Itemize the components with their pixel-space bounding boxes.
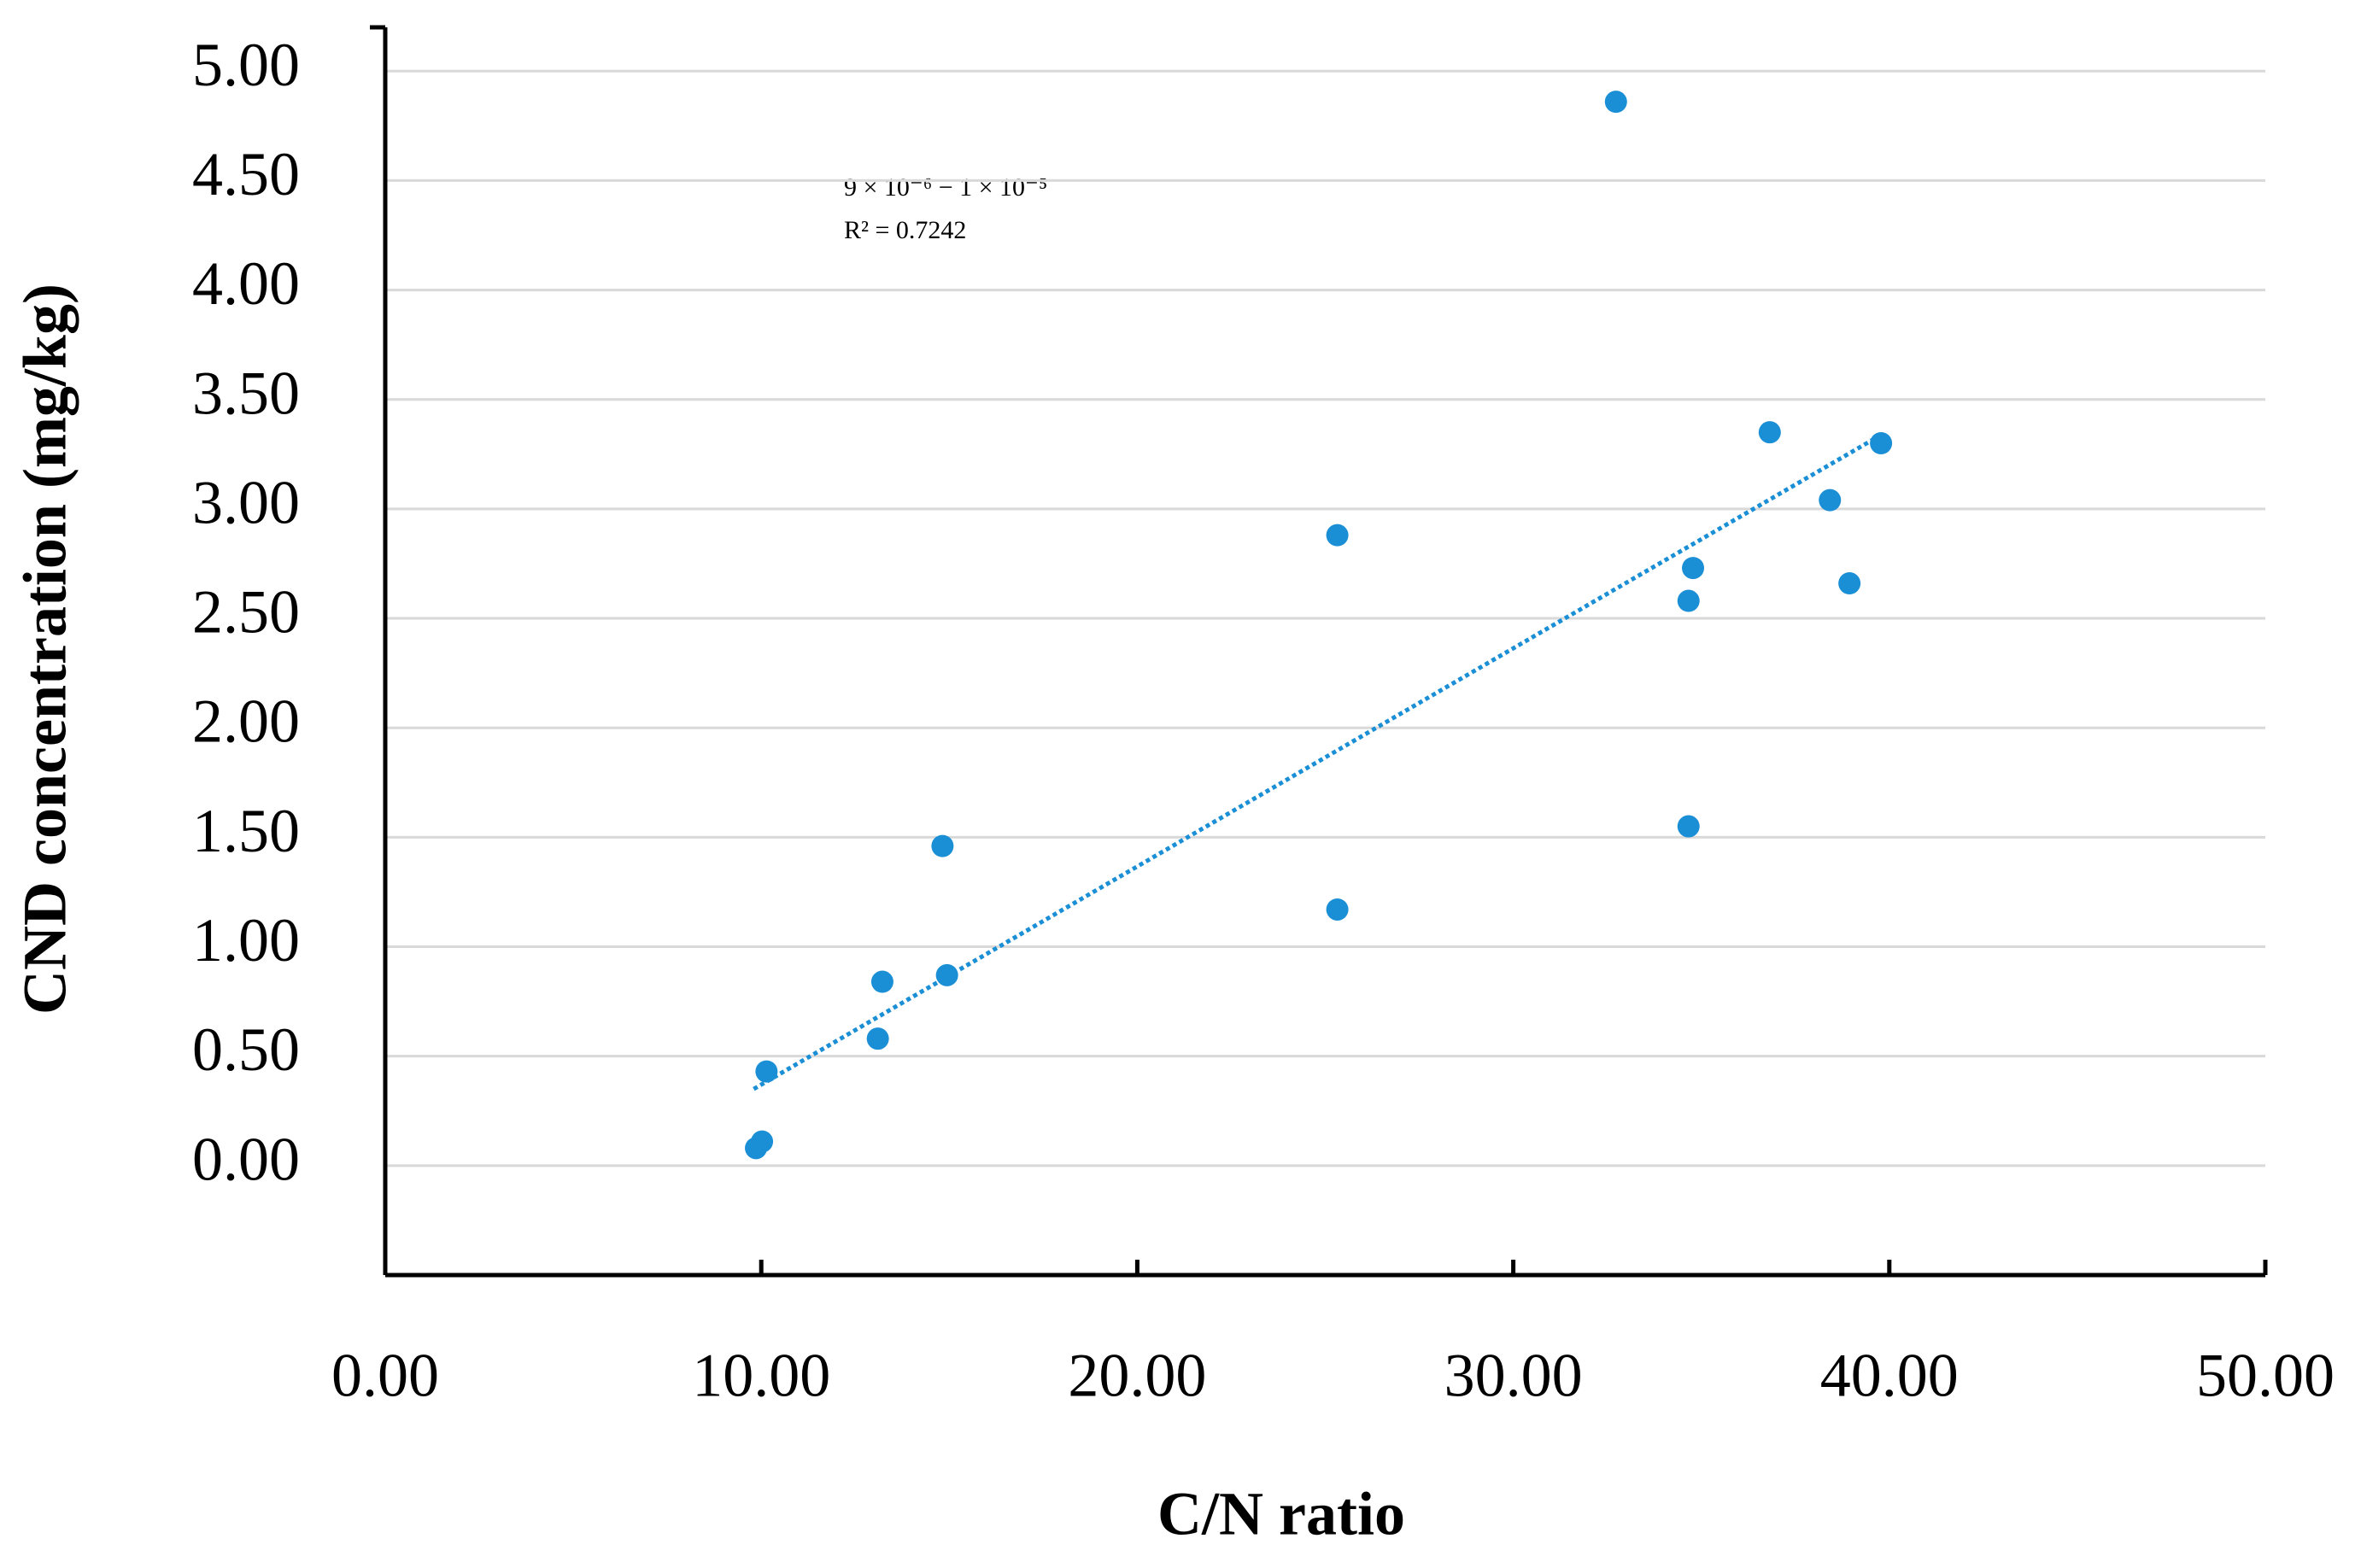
- x-axis-title: C/N ratio: [1157, 1480, 1405, 1548]
- trendline: [753, 436, 1876, 1091]
- data-point: [931, 834, 954, 857]
- data-point: [1677, 589, 1700, 612]
- y-tick-label: 0.50: [192, 1015, 300, 1084]
- data-point: [1604, 91, 1627, 114]
- data-point: [935, 963, 958, 986]
- data-point: [1870, 432, 1893, 454]
- annotation: R² = 0.7242: [844, 216, 966, 244]
- x-tick-label: 40.00: [1820, 1342, 1959, 1410]
- y-tick-label: 2.50: [192, 578, 300, 647]
- x-tick-label: 20.00: [1068, 1342, 1206, 1410]
- x-tick-label: 10.00: [692, 1342, 830, 1410]
- data-point: [1838, 572, 1861, 595]
- x-tick-label: 0.00: [331, 1342, 439, 1410]
- y-tick-label: 5.00: [192, 31, 300, 99]
- data-point: [1677, 815, 1700, 838]
- y-tick-label: 4.50: [192, 140, 300, 208]
- data-point: [1758, 421, 1781, 444]
- y-tick-label: 0.00: [192, 1125, 300, 1193]
- data-point: [751, 1130, 774, 1153]
- data-point: [870, 970, 893, 993]
- data-point: [755, 1060, 778, 1083]
- y-tick-label: 1.50: [192, 797, 300, 865]
- y-tick-label: 1.00: [192, 906, 300, 974]
- y-tick-label: 3.00: [192, 468, 300, 536]
- y-tick-label: 2.00: [192, 687, 300, 756]
- y-axis-title: CND concentration (mg/kg): [11, 284, 79, 1015]
- data-point: [1682, 557, 1705, 580]
- data-point: [1326, 524, 1349, 547]
- x-tick-label: 50.00: [2196, 1342, 2335, 1410]
- data-point: [1326, 898, 1349, 921]
- annotation: 9 × 10⁻⁶ − 1 × 10⁻⁵: [844, 173, 1047, 202]
- data-point: [1819, 489, 1842, 512]
- x-tick-label: 30.00: [1444, 1342, 1583, 1410]
- y-tick-label: 3.50: [192, 359, 300, 427]
- y-tick-label: 4.00: [192, 249, 300, 318]
- data-point: [866, 1027, 889, 1050]
